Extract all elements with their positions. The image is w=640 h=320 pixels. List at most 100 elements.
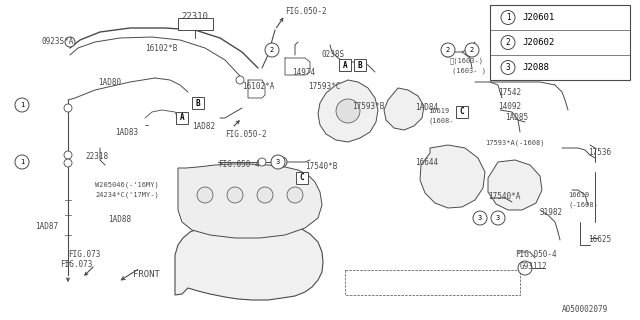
Polygon shape [420, 145, 485, 208]
FancyBboxPatch shape [456, 106, 468, 118]
Text: 16619: 16619 [428, 108, 449, 114]
Text: 14092: 14092 [498, 102, 521, 111]
Text: (1603- ): (1603- ) [452, 68, 486, 75]
Text: 17593*B: 17593*B [352, 102, 385, 111]
Text: 17536: 17536 [588, 148, 611, 157]
Text: FIG.050-4: FIG.050-4 [218, 160, 260, 169]
Text: 3: 3 [496, 215, 500, 221]
Text: 16102*B: 16102*B [145, 44, 177, 53]
Text: 17593*C: 17593*C [308, 82, 340, 91]
Text: 16619: 16619 [568, 192, 589, 198]
Text: 3: 3 [506, 63, 510, 72]
Text: ①(1603-): ①(1603-) [450, 57, 484, 64]
Circle shape [277, 157, 287, 167]
Circle shape [15, 98, 29, 112]
Text: 1AD83: 1AD83 [115, 128, 138, 137]
Text: C: C [460, 108, 464, 116]
FancyBboxPatch shape [178, 18, 213, 30]
Text: 1AD87: 1AD87 [35, 222, 58, 231]
Text: 0923S*A: 0923S*A [42, 37, 74, 46]
Text: 1AD84: 1AD84 [415, 103, 438, 112]
Text: FIG.073: FIG.073 [60, 260, 92, 269]
Circle shape [258, 158, 266, 166]
Text: 3: 3 [478, 215, 482, 221]
Circle shape [265, 43, 279, 57]
FancyBboxPatch shape [176, 112, 188, 124]
Text: W205046(-'16MY): W205046(-'16MY) [95, 182, 159, 188]
Text: 17540*B: 17540*B [305, 162, 337, 171]
Text: 16102*A: 16102*A [242, 82, 275, 91]
Circle shape [465, 43, 479, 57]
Text: FIG.050-2: FIG.050-2 [285, 7, 326, 16]
Circle shape [271, 155, 285, 169]
Text: J20602: J20602 [522, 38, 554, 47]
Polygon shape [175, 222, 323, 300]
FancyBboxPatch shape [192, 97, 204, 109]
Circle shape [336, 99, 360, 123]
Text: 3: 3 [276, 159, 280, 165]
Text: 2: 2 [446, 47, 450, 53]
Circle shape [287, 187, 303, 203]
Text: FIG.050-4: FIG.050-4 [515, 250, 557, 259]
Circle shape [64, 151, 72, 159]
Text: 22318: 22318 [85, 152, 108, 161]
Circle shape [15, 155, 29, 169]
Text: 1: 1 [20, 159, 24, 165]
Polygon shape [384, 88, 424, 130]
Circle shape [501, 60, 515, 75]
Text: FIG.073: FIG.073 [68, 250, 100, 259]
Text: B: B [358, 60, 362, 69]
Circle shape [236, 76, 244, 84]
Text: 17593*A(-1608): 17593*A(-1608) [485, 140, 545, 147]
Text: J2088: J2088 [522, 63, 549, 72]
Text: 16625: 16625 [588, 235, 611, 244]
Circle shape [518, 261, 532, 275]
Text: 2: 2 [506, 38, 510, 47]
Text: 1: 1 [20, 102, 24, 108]
Circle shape [64, 159, 72, 167]
Text: A050002079: A050002079 [562, 305, 608, 314]
Text: 1AD82: 1AD82 [192, 122, 215, 131]
Text: FRONT: FRONT [133, 270, 160, 279]
Polygon shape [318, 80, 378, 142]
Circle shape [473, 211, 487, 225]
Text: A: A [180, 114, 184, 123]
Text: 31982: 31982 [540, 208, 563, 217]
Text: 1AD80: 1AD80 [98, 78, 121, 87]
Text: 17540*A: 17540*A [488, 192, 520, 201]
Text: J20601: J20601 [522, 13, 554, 22]
Text: 2: 2 [470, 47, 474, 53]
Text: 1AD85: 1AD85 [505, 113, 528, 122]
Text: B: B [196, 99, 200, 108]
Text: A: A [342, 60, 348, 69]
Circle shape [501, 36, 515, 50]
Circle shape [227, 187, 243, 203]
Text: (1608-: (1608- [428, 118, 454, 124]
Circle shape [197, 187, 213, 203]
FancyBboxPatch shape [296, 172, 308, 184]
Circle shape [491, 211, 505, 225]
Circle shape [501, 11, 515, 25]
Text: C: C [300, 173, 304, 182]
Polygon shape [178, 164, 322, 238]
Text: 2: 2 [270, 47, 274, 53]
FancyBboxPatch shape [339, 59, 351, 71]
Text: 17542: 17542 [498, 88, 521, 97]
Text: (-1608): (-1608) [568, 202, 598, 209]
FancyBboxPatch shape [354, 59, 366, 71]
FancyBboxPatch shape [490, 5, 630, 80]
Circle shape [257, 187, 273, 203]
Polygon shape [488, 160, 542, 210]
Circle shape [65, 37, 75, 47]
Text: 0238S: 0238S [322, 50, 345, 59]
Circle shape [443, 47, 453, 57]
Text: 16644: 16644 [415, 158, 438, 167]
Circle shape [64, 104, 72, 112]
Text: FIG.050-2: FIG.050-2 [225, 130, 267, 139]
Text: 24234*C('17MY-): 24234*C('17MY-) [95, 192, 159, 198]
Text: 1: 1 [506, 13, 510, 22]
Circle shape [441, 43, 455, 57]
Text: G93112: G93112 [520, 262, 548, 271]
Text: 1AD88: 1AD88 [108, 215, 131, 224]
Text: 22310: 22310 [182, 12, 209, 21]
